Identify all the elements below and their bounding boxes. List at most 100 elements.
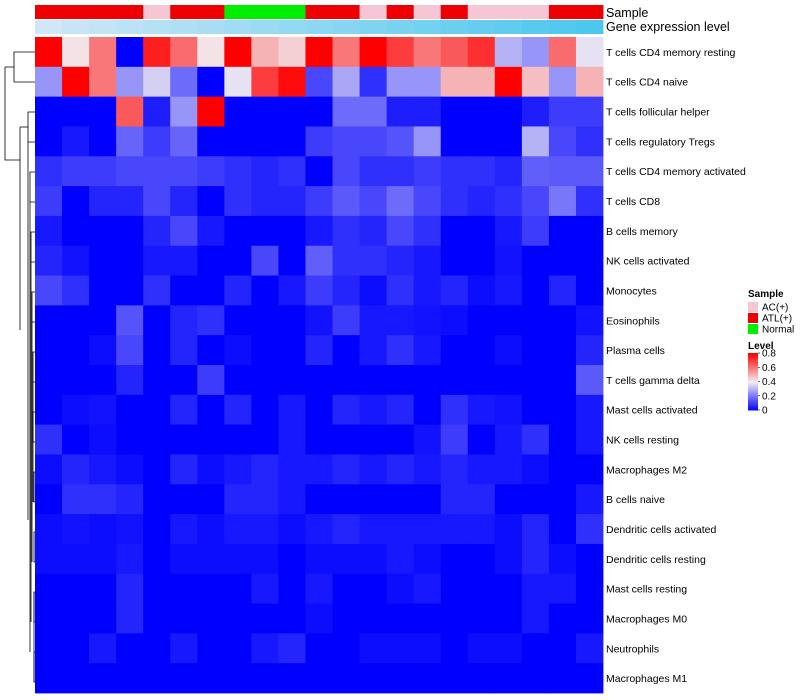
heatmap-cell bbox=[332, 573, 360, 604]
row-label: T cells regulatory Tregs bbox=[606, 136, 715, 148]
heatmap-cell bbox=[521, 275, 550, 306]
heatmap-cell bbox=[494, 454, 523, 485]
heatmap-cell bbox=[278, 37, 306, 68]
heatmap-cell bbox=[116, 275, 144, 306]
heatmap-cell bbox=[197, 215, 225, 247]
heatmap-cell bbox=[170, 275, 198, 306]
heatmap-cell bbox=[359, 365, 388, 396]
row-label: Macrophages M2 bbox=[606, 464, 687, 476]
heatmap-cell bbox=[89, 335, 117, 366]
heatmap-cell bbox=[386, 126, 415, 157]
heatmap-cell bbox=[359, 156, 388, 187]
heatmap-cell bbox=[170, 245, 198, 276]
heatmap-cell bbox=[386, 543, 415, 575]
heatmap-cell bbox=[575, 215, 604, 247]
gene-expression-annotation-cell bbox=[197, 20, 225, 34]
heatmap-cell bbox=[305, 365, 333, 396]
heatmap-cell bbox=[575, 126, 604, 157]
heatmap-cell bbox=[575, 573, 604, 604]
heatmap-cell bbox=[62, 335, 90, 366]
sample-annotation-cell bbox=[521, 5, 550, 19]
heatmap-cell bbox=[278, 365, 306, 396]
heatmap-cell bbox=[278, 394, 306, 426]
heatmap-cell bbox=[386, 186, 415, 217]
heatmap-cell bbox=[143, 66, 171, 98]
heatmap-cell bbox=[170, 126, 198, 157]
colorbar-segment bbox=[748, 398, 758, 401]
heatmap-cell bbox=[305, 603, 333, 634]
heatmap-cell bbox=[143, 275, 171, 306]
heatmap-cell bbox=[143, 37, 171, 68]
heatmap-cell bbox=[89, 186, 117, 217]
dendrogram-branch bbox=[32, 351, 35, 383]
heatmap-cell bbox=[143, 514, 171, 545]
heatmap-cell bbox=[359, 126, 388, 157]
heatmap-cell bbox=[359, 275, 388, 306]
row-label: Eosinophils bbox=[606, 315, 660, 327]
dendrogram-branch bbox=[27, 111, 35, 143]
heatmap-cell bbox=[413, 156, 442, 187]
heatmap-cell bbox=[467, 275, 496, 306]
heatmap-cell bbox=[413, 663, 442, 694]
colorbar-segment bbox=[748, 405, 758, 408]
heatmap-cell bbox=[170, 37, 198, 68]
gene-expression-annotation-cell bbox=[278, 20, 306, 34]
heatmap-cell bbox=[413, 633, 442, 664]
heatmap-cell bbox=[89, 454, 117, 485]
heatmap-cell bbox=[89, 543, 117, 575]
heatmap-cell bbox=[494, 275, 523, 306]
heatmap-cell bbox=[278, 335, 306, 366]
heatmap-cell bbox=[467, 514, 496, 545]
heatmap-cell bbox=[521, 484, 550, 515]
heatmap-cell bbox=[89, 37, 117, 68]
heatmap-cell bbox=[575, 514, 604, 545]
heatmap-cell bbox=[62, 156, 90, 187]
heatmap-cell bbox=[575, 484, 604, 515]
heatmap-cell bbox=[386, 603, 415, 634]
heatmap-cell bbox=[386, 156, 415, 187]
heatmap-cell bbox=[494, 96, 523, 127]
heatmap-cell bbox=[89, 275, 117, 306]
heatmap-cell bbox=[143, 633, 171, 664]
heatmap-cell bbox=[62, 275, 90, 306]
heatmap-cell bbox=[251, 215, 279, 247]
heatmap-cell bbox=[35, 126, 63, 157]
heatmap-cell bbox=[143, 335, 171, 366]
heatmap-cell bbox=[521, 37, 550, 68]
heatmap-cell bbox=[62, 394, 90, 426]
colorbar-segment bbox=[748, 380, 758, 382]
colorbar-segment bbox=[748, 387, 758, 390]
heatmap-cell bbox=[521, 215, 550, 247]
heatmap-cell bbox=[278, 424, 306, 455]
heatmap-cell bbox=[575, 37, 604, 68]
heatmap-cell bbox=[575, 454, 604, 485]
heatmap-cell bbox=[332, 96, 360, 127]
heatmap-cell bbox=[170, 484, 198, 515]
sample-legend-swatch bbox=[748, 302, 758, 312]
heatmap-cell bbox=[62, 514, 90, 545]
colorbar-segment bbox=[748, 385, 758, 388]
heatmap-cell bbox=[332, 305, 360, 336]
heatmap-cell bbox=[89, 126, 117, 157]
heatmap-cell bbox=[332, 215, 360, 247]
heatmap-cell bbox=[332, 245, 360, 276]
heatmap-cell bbox=[251, 66, 279, 98]
heatmap-cell bbox=[170, 573, 198, 604]
heatmap-cell bbox=[413, 394, 442, 426]
heatmap-cell bbox=[197, 514, 225, 545]
heatmap-cell bbox=[305, 96, 333, 127]
heatmap-cell bbox=[116, 663, 144, 694]
heatmap-cell bbox=[278, 454, 306, 485]
heatmap-cell bbox=[575, 275, 604, 306]
heatmap-cell bbox=[494, 424, 523, 455]
gene-expression-annotation-cell bbox=[116, 20, 144, 34]
heatmap-cell bbox=[62, 573, 90, 604]
heatmap-cell bbox=[467, 484, 496, 515]
colorbar-segment bbox=[748, 407, 758, 410]
heatmap-cell bbox=[197, 543, 225, 575]
sample-annotation-cell bbox=[278, 5, 306, 19]
heatmap-cell bbox=[116, 66, 144, 98]
heatmap-cell bbox=[251, 335, 279, 366]
heatmap-cell bbox=[197, 484, 225, 515]
